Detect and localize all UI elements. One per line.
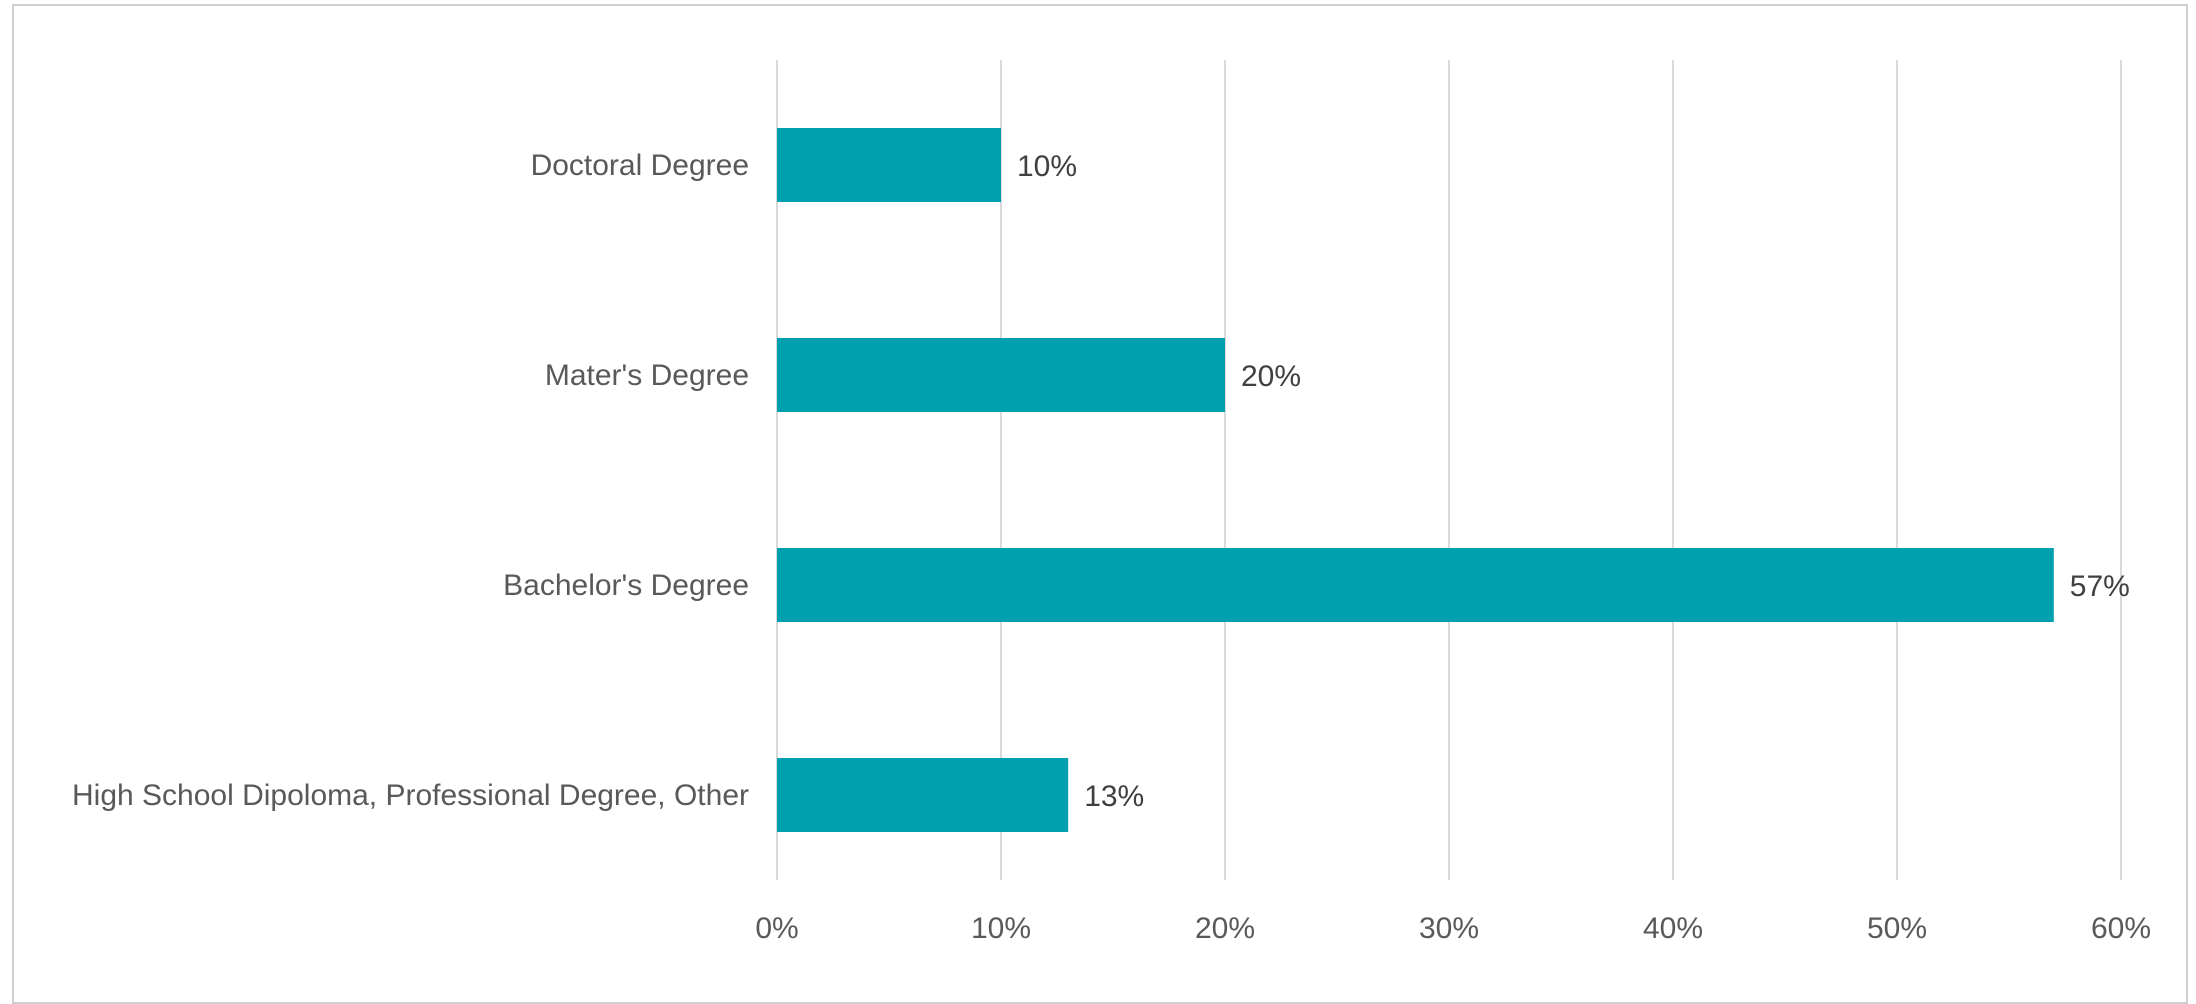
category-label: Bachelor's Degree [503,569,749,602]
x-tick-label: 60% [2091,912,2151,945]
x-tick-label: 30% [1419,912,1479,945]
chart-frame [12,4,2188,1004]
bars [777,128,2054,832]
data-label: 10% [1017,150,1077,183]
bar [777,758,1069,832]
bar [777,548,2054,622]
bar [777,128,1001,202]
x-tick-label: 20% [1195,912,1255,945]
bar [777,338,1225,412]
x-tick-label: 40% [1643,912,1703,945]
data-label: 20% [1241,360,1301,393]
x-tick-label: 10% [971,912,1031,945]
category-label: Mater's Degree [545,359,749,392]
x-tick-label: 50% [1867,912,1927,945]
labels: 0% 10% 20% 30% 40% 50% 60% Doctoral Degree 10% Ma… [72,149,2151,945]
category-label: High School Dipoloma, Professional Degre… [72,779,749,812]
x-tick-label: 0% [755,912,798,945]
category-label: Doctoral Degree [531,149,749,182]
data-label: 13% [1084,780,1144,813]
data-label: 57% [2070,570,2130,603]
